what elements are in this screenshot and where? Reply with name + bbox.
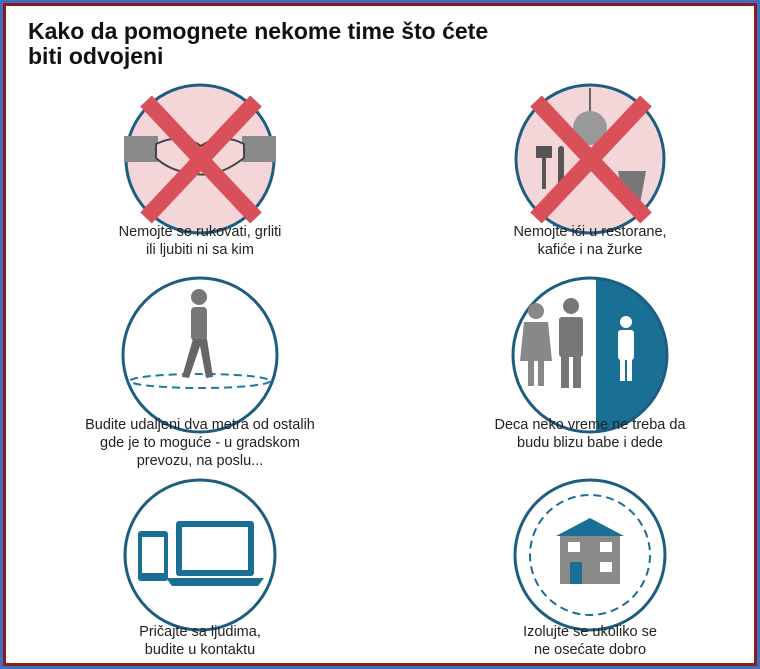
caption-line: Budite udaljeni dva metra od ostalih — [85, 417, 315, 433]
caption-line: Pričajte sa ljudima, — [139, 624, 261, 640]
caption-line: gde je to moguće - u gradskom — [100, 435, 300, 451]
title-line: biti odvojeni — [28, 43, 163, 69]
icon-devices — [123, 478, 277, 632]
title-line: Kako da pomognete nekome time što ćete — [28, 18, 488, 44]
icon-no-restaurant — [514, 83, 666, 235]
caption-line: budu blizu babe i dede — [517, 435, 663, 451]
icon-grandparents — [511, 276, 669, 434]
infographic: Kako da pomognete nekome time što ćete b… — [3, 3, 757, 666]
icon-distance — [121, 276, 279, 434]
caption-line: kafiće i na žurke — [538, 242, 643, 258]
caption-line: Izolujte se ukoliko se — [523, 624, 657, 640]
caption-line: prevozu, na poslu... — [137, 453, 264, 469]
caption-line: Nemojte se rukovati, grliti — [119, 224, 282, 240]
caption-line: budite u kontaktu — [145, 642, 255, 658]
caption-line: Deca neko vreme ne treba da — [494, 417, 686, 433]
canvas: Kako da pomognete nekome time što ćete b… — [28, 18, 686, 658]
caption-line: ne osećate dobro — [534, 642, 646, 658]
caption-line: Nemojte ići u restorane, — [513, 224, 666, 240]
icon-no-handshake — [124, 83, 276, 235]
icon-house — [513, 478, 667, 632]
caption-line: ili ljubiti ni sa kim — [146, 242, 254, 258]
